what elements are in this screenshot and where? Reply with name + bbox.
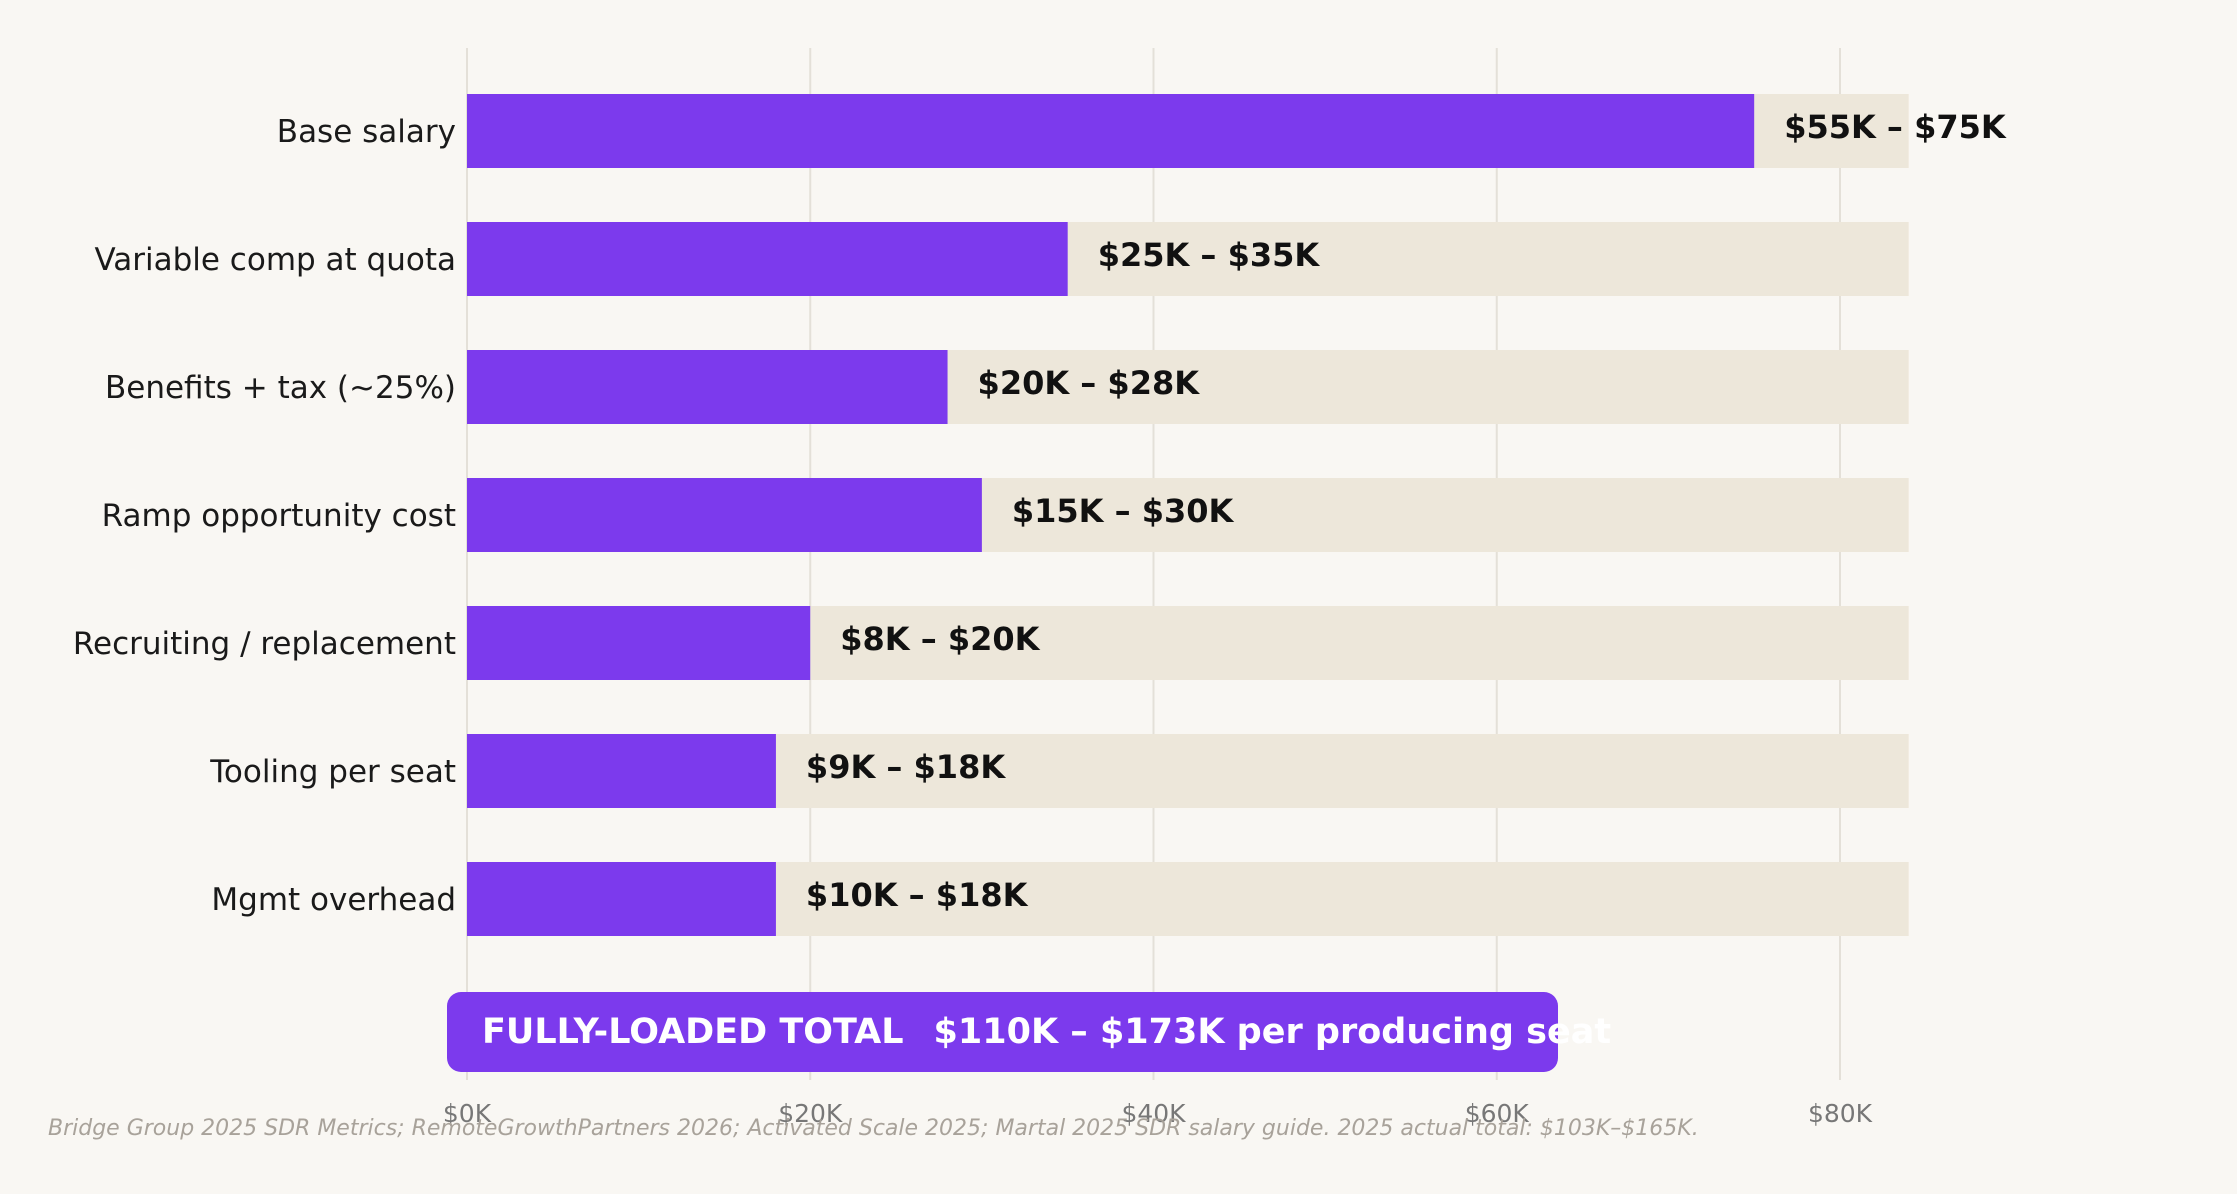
data-label: $20K – $28K: [978, 364, 1201, 402]
x-tick-label: $80K: [1808, 1099, 1873, 1128]
total-label: FULLY-LOADED TOTAL: [482, 1012, 904, 1052]
category-label: Tooling per seat: [209, 754, 456, 790]
category-label: Recruiting / replacement: [73, 626, 456, 662]
data-label: $10K – $18K: [806, 876, 1029, 914]
bars: [467, 94, 1755, 936]
x-axis-ticks: $0K $20K $40K $60K $80K: [443, 1099, 1873, 1128]
category-label: Base salary: [277, 114, 456, 150]
category-labels: Base salary Variable comp at quota Benefit…: [73, 114, 456, 918]
bar: [467, 862, 776, 936]
value-labels: $55K – $75K $25K – $35K $20K – $28K $15K – …: [806, 108, 2007, 914]
category-label: Variable comp at quota: [94, 242, 456, 278]
data-label: $55K – $75K: [1784, 108, 2007, 146]
x-tick-label: $0K: [443, 1099, 492, 1128]
x-tick-label: $60K: [1465, 1099, 1530, 1128]
bar: [467, 94, 1755, 168]
bar: [467, 478, 982, 552]
x-tick-label: $40K: [1121, 1099, 1186, 1128]
bar: [467, 734, 776, 808]
bar: [467, 606, 811, 680]
total-value: $110K – $173K per producing seat: [933, 1012, 1612, 1052]
category-label: Ramp opportunity cost: [102, 498, 456, 534]
data-label: $8K – $20K: [840, 620, 1040, 658]
data-label: $9K – $18K: [806, 748, 1006, 786]
bar: [467, 350, 948, 424]
x-tick-label: $20K: [778, 1099, 843, 1128]
bar: [467, 222, 1068, 296]
data-label: $15K – $30K: [1012, 492, 1235, 530]
source-note: Bridge Group 2025 SDR Metrics; RemoteGro…: [48, 1116, 1699, 1141]
category-label: Benefits + tax (~25%): [105, 370, 456, 406]
category-label: Mgmt overhead: [211, 882, 456, 918]
data-label: $25K – $35K: [1098, 236, 1321, 274]
total-banner: FULLY-LOADED TOTAL $110K – $173K per pro…: [447, 992, 1611, 1072]
